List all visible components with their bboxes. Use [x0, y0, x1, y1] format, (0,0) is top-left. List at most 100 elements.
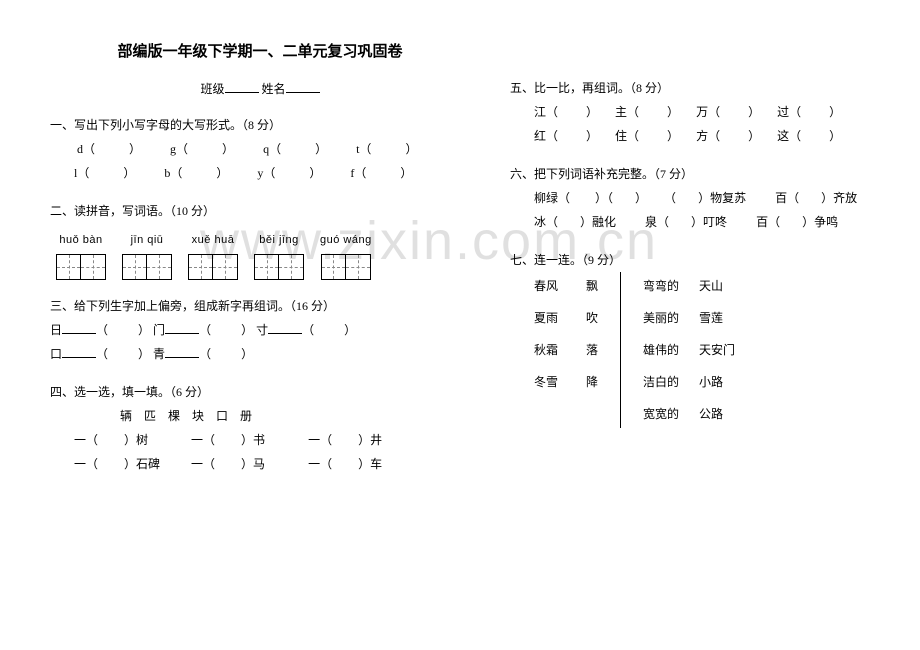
right-column: 五、比一比，再组词。（8 分） 江（） 主（） 万（） 过（） 红（） 住（） …: [510, 40, 890, 490]
q6: 六、把下列词语补充完整。（7 分） 柳绿（ ）（） （）物复苏 百（）齐放 冰（…: [510, 162, 890, 234]
q7B1: 吹: [586, 306, 598, 330]
q7A1: 夏雨: [534, 306, 558, 330]
left-column: 部编版一年级下学期一、二单元复习巩固卷 班级 姓名 一、写出下列小写字母的大写形…: [50, 40, 470, 490]
q4-heading: 四、选一选，填一填。（6 分）: [50, 380, 470, 404]
q4-row2: 一（）石碑 一（）马 一（）车: [50, 452, 470, 476]
q7D0: 天山: [699, 274, 735, 298]
q4r1a: 一（: [74, 433, 98, 447]
q3-row2: 口（） 青（）: [50, 342, 470, 366]
q6k: 百（: [756, 215, 780, 229]
q6-heading: 六、把下列词语补充完整。（7 分）: [510, 162, 890, 186]
q1-r2-1: b（: [164, 166, 182, 180]
q7-colA: 春风 夏雨 秋霜 冬雪: [534, 272, 558, 428]
q4-options: 辆 匹 棵 块 口 册: [50, 404, 470, 428]
q7-colD: 天山 雪莲 天安门 小路 公路: [699, 272, 735, 428]
q1-r2-2: y（: [257, 166, 275, 180]
q7B3: 降: [586, 370, 598, 394]
q6b: ）（: [595, 191, 613, 205]
q2-g2: xuě huā: [188, 229, 238, 280]
q3-d: 口: [50, 347, 62, 361]
q1-row2: l（） b（） y（） f（）: [50, 161, 470, 185]
q5r12: 万（: [696, 105, 720, 119]
q4r2d: ）马: [241, 457, 265, 471]
q7-colC: 弯弯的 美丽的 雄伟的 洁白的 宽宽的: [643, 272, 679, 428]
q3-c: 寸: [256, 323, 268, 337]
q4r1b: ）树: [124, 433, 148, 447]
q7A3: 冬雪: [534, 370, 558, 394]
q7-heading: 七、连一连。（9 分）: [510, 248, 890, 272]
q5r21: 住（: [615, 129, 639, 143]
q7-colB: 飘 吹 落 降: [586, 272, 598, 428]
q7C0: 弯弯的: [643, 274, 679, 298]
blank-name: [286, 79, 320, 93]
q7C3: 洁白的: [643, 370, 679, 394]
q6d: ）物复苏: [698, 191, 746, 205]
page-title: 部编版一年级下学期一、二单元复习巩固卷: [50, 40, 470, 61]
q5-row2: 红（） 住（） 方（） 这（）: [510, 124, 890, 148]
q2-g3: běi jīng: [254, 229, 304, 280]
label-name: 姓名: [262, 82, 286, 96]
q2-p4: guó wáng: [320, 229, 372, 251]
q4r2a: 一（: [74, 457, 98, 471]
q5: 五、比一比，再组词。（8 分） 江（） 主（） 万（） 过（） 红（） 住（） …: [510, 76, 890, 148]
q3-heading: 三、给下列生字加上偏旁，组成新字再组词。（16 分）: [50, 294, 470, 318]
q7C4: 宽宽的: [643, 402, 679, 426]
q1-r1-1: g（: [170, 142, 188, 156]
q4r2f: ）车: [358, 457, 382, 471]
q6j: ）叮咚: [691, 215, 727, 229]
q1-r1-0: d（: [77, 142, 95, 156]
q7B0: 飘: [586, 274, 598, 298]
q4-row1: 一（）树 一（）书 一（）井: [50, 428, 470, 452]
q4r1e: 一（: [308, 433, 332, 447]
q6i: 泉（: [645, 215, 669, 229]
q2-g4: guó wáng: [320, 229, 372, 280]
q6-row1: 柳绿（ ）（） （）物复苏 百（）齐放: [510, 186, 890, 210]
q2: 二、读拼音，写词语。（10 分） huǒ bàn jīn qiū xuě huā…: [50, 199, 470, 280]
q7D1: 雪莲: [699, 306, 735, 330]
q2-p3: běi jīng: [259, 229, 298, 251]
q6a: 柳绿（: [534, 191, 570, 205]
q5r23: 这（: [777, 129, 801, 143]
q7C1: 美丽的: [643, 306, 679, 330]
q1-r2-0: l（: [74, 166, 89, 180]
q5r13: 过（: [777, 105, 801, 119]
q1-heading: 一、写出下列小写字母的大写形式。（8 分）: [50, 113, 470, 137]
q4r1f: ）井: [358, 433, 382, 447]
q1-row1: d（） g（） q（） t（）: [50, 137, 470, 161]
q3-b: 门: [153, 323, 165, 337]
q2-p0: huǒ bàn: [59, 229, 102, 251]
q7A0: 春风: [534, 274, 558, 298]
worksheet-page: 部编版一年级下学期一、二单元复习巩固卷 班级 姓名 一、写出下列小写字母的大写形…: [0, 0, 920, 490]
q5r22: 方（: [696, 129, 720, 143]
q5r10: 江（: [534, 105, 558, 119]
q6h: ）融化: [580, 215, 616, 229]
q6-row2: 冰（）融化 泉（）叮咚 百（）争鸣: [510, 210, 890, 234]
divider-icon: [620, 272, 621, 428]
label-class: 班级: [200, 82, 224, 96]
q4r2e: 一（: [308, 457, 332, 471]
q2-g1: jīn qiū: [122, 229, 172, 280]
q5-row1: 江（） 主（） 万（） 过（）: [510, 100, 890, 124]
q7-match: 春风 夏雨 秋霜 冬雪 飘 吹 落 降 弯弯的 美丽的 雄伟的 洁白的: [510, 272, 890, 428]
q3-e: 青: [153, 347, 165, 361]
q7A2: 秋霜: [534, 338, 558, 362]
q4r1d: ）书: [241, 433, 265, 447]
q6e: 百（: [775, 191, 799, 205]
q2-p1: jīn qiū: [131, 229, 164, 251]
q1: 一、写出下列小写字母的大写形式。（8 分） d（） g（） q（） t（） l（…: [50, 113, 470, 185]
q4r2c: 一（: [191, 457, 215, 471]
q1-r1-2: q（: [263, 142, 281, 156]
q6f: ）齐放: [821, 191, 857, 205]
q7: 七、连一连。（9 分） 春风 夏雨 秋霜 冬雪 飘 吹 落 降 弯弯的 美丽的: [510, 248, 890, 428]
q7D4: 公路: [699, 402, 735, 426]
q7D3: 小路: [699, 370, 735, 394]
q5r20: 红（: [534, 129, 558, 143]
q7C2: 雄伟的: [643, 338, 679, 362]
q4: 四、选一选，填一填。（6 分） 辆 匹 棵 块 口 册 一（ ）树 一（ ）书 一（…: [50, 380, 470, 476]
q2-p2: xuě huā: [192, 229, 235, 251]
q3: 三、给下列生字加上偏旁，组成新字再组词。（16 分） 日（） 门（） 寸（） 口…: [50, 294, 470, 366]
q2-heading: 二、读拼音，写词语。（10 分）: [50, 199, 470, 223]
q2-boxes: huǒ bàn jīn qiū xuě huā běi jīng guó wán…: [56, 229, 470, 280]
q1-r2-3: f（: [350, 166, 366, 180]
q6l: ）争鸣: [802, 215, 838, 229]
